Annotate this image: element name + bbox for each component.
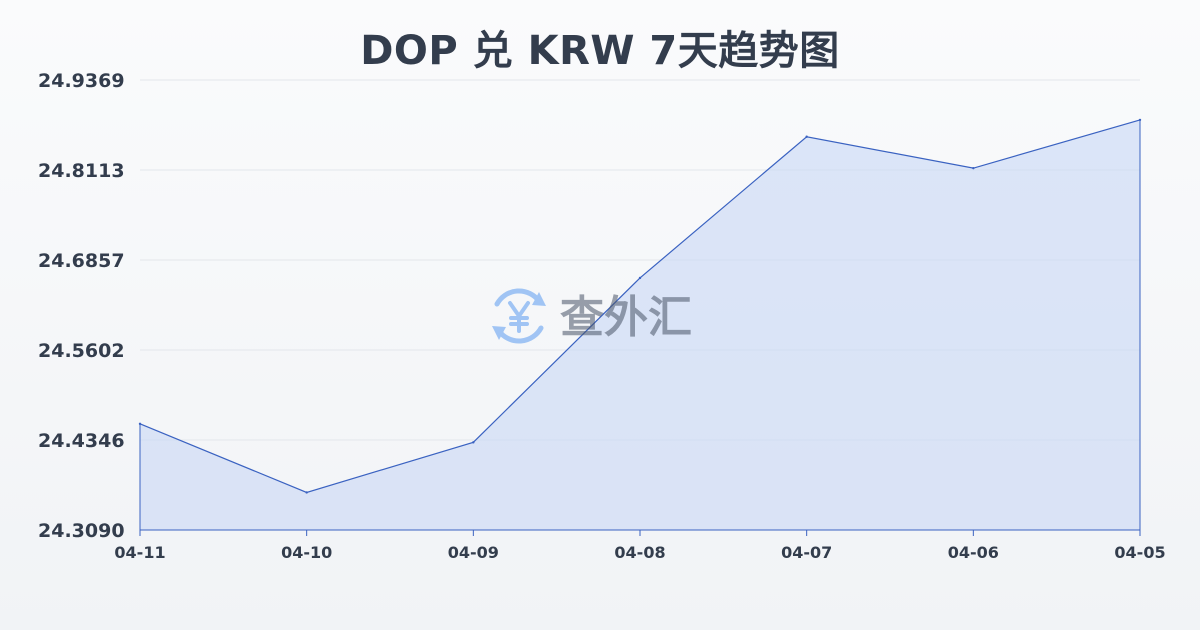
yen-exchange-icon — [492, 288, 546, 344]
axes: 24.9369 24.8113 24.6857 24.5602 24.4346 24.30… — [38, 70, 1166, 562]
data-point — [472, 441, 475, 444]
x-tick-label: 04-05 — [1114, 543, 1165, 562]
x-tick-label: 04-07 — [781, 543, 832, 562]
data-point — [305, 491, 308, 494]
x-tick-label: 04-11 — [114, 543, 165, 562]
y-tick-label: 24.5602 — [38, 340, 125, 362]
y-tick-label: 24.4346 — [38, 430, 125, 452]
chart-title: DOP 兑 KRW 7天趋势图 — [360, 28, 840, 74]
data-point — [972, 166, 975, 170]
y-tick-label: 24.6857 — [38, 250, 125, 272]
x-tick-label: 04-09 — [448, 543, 499, 562]
x-tick-label: 04-08 — [614, 543, 665, 562]
series-area — [138, 118, 1142, 531]
y-tick-label: 24.8113 — [38, 160, 125, 182]
data-point — [1138, 118, 1142, 122]
x-tick-label: 04-06 — [948, 543, 999, 562]
watermark-text: 查外汇 — [560, 292, 692, 343]
data-point — [805, 135, 808, 138]
data-point — [638, 276, 642, 280]
data-point — [138, 422, 142, 426]
x-tick-label: 04-10 — [281, 543, 332, 562]
watermark: 查外汇 — [492, 288, 692, 344]
series-area-fill — [140, 119, 1140, 531]
y-tick-label: 24.9369 — [38, 70, 125, 92]
y-tick-label: 24.3090 — [38, 520, 125, 542]
